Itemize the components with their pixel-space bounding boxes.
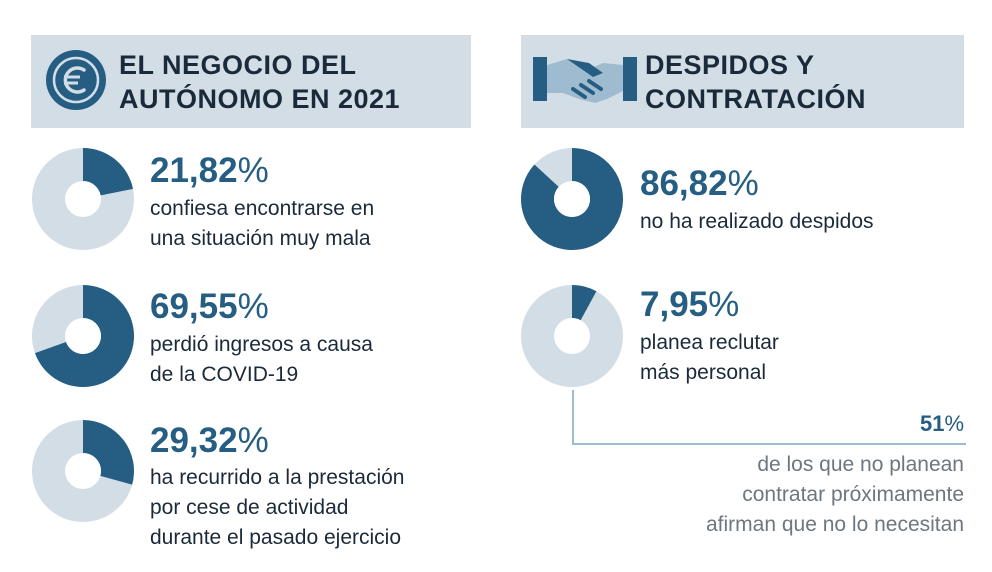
- stat-percent: 21,82%: [150, 151, 269, 191]
- note-value: 51: [919, 411, 945, 436]
- description-line: ha recurrido a la prestación: [150, 466, 405, 489]
- percent-sign: %: [727, 164, 759, 203]
- description-line: por cese de actividad: [150, 496, 349, 519]
- donut-hole: [65, 181, 101, 217]
- percent-sign: %: [237, 421, 269, 460]
- donut-chart: [32, 148, 134, 250]
- percent-sign: %: [237, 151, 269, 190]
- donut-slice: [572, 285, 597, 321]
- title-line: DESPIDOS Y: [645, 50, 815, 80]
- donut-chart: [32, 285, 134, 387]
- connector-line: [572, 443, 966, 445]
- donut-slice: [34, 285, 134, 387]
- title-line: CONTRATACIÓN: [645, 84, 866, 114]
- percent-sign: %: [944, 411, 964, 436]
- stat-value: 7,95: [640, 285, 709, 324]
- stat-value: 69,55: [150, 287, 238, 326]
- donut-chart: [521, 148, 623, 250]
- euro-coin-icon: [46, 50, 106, 110]
- donut-hole: [65, 453, 101, 489]
- stat-description: planea reclutar más personal: [640, 328, 779, 388]
- description-line: durante el pasado ejercicio: [150, 526, 401, 549]
- donut-slice: [83, 148, 133, 196]
- donut-chart: [32, 420, 134, 522]
- description-line: no ha realizado despidos: [640, 210, 874, 233]
- note-line: afirman que no lo necesitan: [706, 513, 964, 536]
- stat-percent: 69,55%: [150, 287, 269, 327]
- donut-slice: [83, 420, 134, 485]
- header-left: EL NEGOCIO DEL AUTÓNOMO EN 2021: [31, 35, 471, 128]
- note-line: contratar próximamente: [742, 483, 964, 506]
- connector-line: [572, 390, 574, 445]
- description-line: perdió ingresos a causa: [150, 333, 373, 356]
- donut-hole: [554, 318, 590, 354]
- stat-value: 86,82: [640, 164, 728, 203]
- donut-slice: [521, 148, 623, 250]
- donut-hole: [554, 181, 590, 217]
- stat-value: 29,32: [150, 421, 238, 460]
- stat-percent: 7,95%: [640, 285, 739, 325]
- percent-sign: %: [708, 285, 740, 324]
- description-line: de la COVID-19: [150, 363, 299, 386]
- percent-sign: %: [237, 287, 269, 326]
- description-line: una situación muy mala: [150, 227, 371, 250]
- donut-chart: [521, 285, 623, 387]
- note-percent: 51%: [920, 409, 964, 439]
- panel-title-left: EL NEGOCIO DEL AUTÓNOMO EN 2021: [119, 48, 459, 116]
- title-line: AUTÓNOMO EN 2021: [119, 84, 401, 114]
- stat-percent: 86,82%: [640, 164, 759, 204]
- stat-value: 21,82: [150, 151, 238, 190]
- stat-description: confiesa encontrarse en una situación mu…: [150, 194, 374, 254]
- donut-hole: [65, 318, 101, 354]
- stat-description: perdió ingresos a causa de la COVID-19: [150, 330, 373, 390]
- handshake-icon: [533, 57, 637, 103]
- stat-percent: 29,32%: [150, 421, 269, 461]
- panel-title-right: DESPIDOS Y CONTRATACIÓN: [645, 48, 945, 116]
- note-description: de los que no planean contratar próximam…: [706, 450, 964, 540]
- title-line: EL NEGOCIO DEL: [119, 50, 357, 80]
- stat-description: ha recurrido a la prestación por cese de…: [150, 463, 404, 553]
- description-line: más personal: [640, 361, 767, 384]
- description-line: confiesa encontrarse en: [150, 197, 375, 220]
- description-line: planea reclutar: [640, 331, 779, 354]
- header-right: DESPIDOS Y CONTRATACIÓN: [521, 35, 964, 128]
- stat-description: no ha realizado despidos: [640, 207, 874, 237]
- note-line: de los que no planean: [757, 453, 964, 476]
